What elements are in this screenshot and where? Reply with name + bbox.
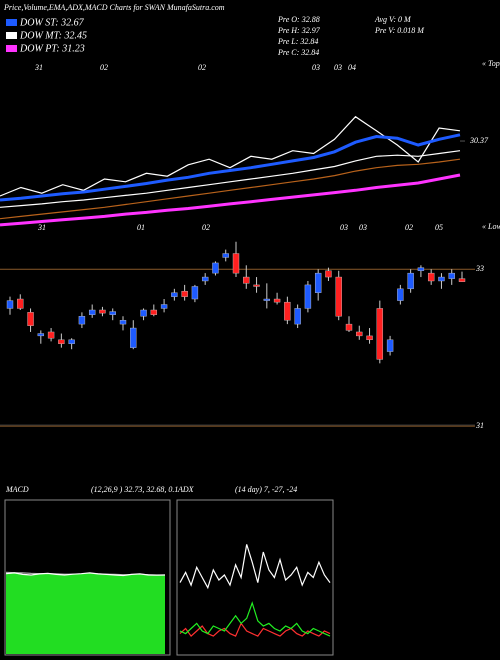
candle-body: [119, 319, 127, 325]
candle-body: [27, 312, 34, 326]
candle-body: [99, 309, 106, 314]
prev: Pre C: 32.84: [277, 48, 319, 57]
candle-body: [407, 272, 414, 290]
candle-body: [181, 290, 188, 297]
date: 03: [359, 223, 367, 232]
date: 02: [100, 63, 108, 72]
page-title: Price,Volume,EMA,ADX,MACD Charts for SWA…: [3, 3, 225, 12]
area: [6, 572, 165, 654]
candle-body: [222, 253, 229, 258]
y-tick-label: 31: [475, 421, 484, 430]
candle-body: [201, 276, 209, 282]
candle-body: [335, 276, 342, 317]
candle-body: [47, 331, 55, 339]
date: 03: [312, 63, 320, 72]
date: 04: [348, 63, 356, 72]
tops: « Tops: [482, 59, 500, 68]
candle-body: [232, 253, 240, 274]
candle-body: [376, 308, 384, 360]
candle-body: [17, 298, 24, 309]
date: 31: [37, 223, 46, 232]
series-line: [0, 173, 461, 227]
candle-body: [243, 276, 250, 284]
candle-body: [284, 301, 291, 321]
candle-body: [294, 308, 301, 325]
legend-st: DOW ST: 32.67: [19, 17, 85, 28]
legend-swatch: [6, 19, 17, 26]
candle-body: [263, 298, 271, 301]
legend-swatch: [6, 45, 17, 52]
date: 31: [34, 63, 43, 72]
candle-body: [78, 316, 86, 325]
candle-body: [417, 267, 425, 271]
date: 03: [334, 63, 342, 72]
candle-body: [345, 323, 353, 331]
legend-mt: DOW MT: 32.45: [19, 30, 87, 41]
candle-body: [253, 284, 260, 287]
y-tick-label: 30.37: [469, 136, 489, 145]
prev: Pre O: 32.88: [277, 15, 320, 24]
y-tick-label: 33: [475, 264, 484, 273]
date: 02: [198, 63, 206, 72]
adx-panel: [176, 499, 334, 656]
candle-body: [6, 300, 14, 309]
volume: Avg V: 0 M: [374, 15, 412, 24]
candle-body: [58, 339, 65, 344]
candle-body: [366, 335, 373, 341]
date: 02: [202, 223, 210, 232]
series-line: [0, 115, 461, 197]
date: 05: [435, 223, 443, 232]
legend-swatch: [6, 32, 17, 39]
candle-body: [397, 288, 404, 301]
candle-body: [448, 272, 455, 279]
candle-body: [88, 309, 96, 315]
candle-body: [314, 272, 322, 293]
candle-body: [356, 331, 363, 337]
panel-subtitle: (12,26,9 ) 32.73, 32.68, 0.1: [91, 485, 178, 494]
candle-body: [304, 284, 312, 309]
candle-body: [150, 309, 158, 315]
date: 01: [137, 223, 145, 232]
candle-body: [386, 339, 394, 352]
candle-body: [212, 262, 219, 274]
legend-pt: DOW PT: 31.23: [19, 43, 85, 54]
prev: Pre L: 32.84: [277, 37, 318, 46]
candle-body: [427, 272, 435, 282]
candle-body: [37, 333, 45, 337]
candle-body: [191, 286, 199, 300]
panel-title: ADX: [177, 485, 195, 494]
candle-body: [458, 278, 466, 282]
candle-body: [140, 309, 147, 317]
series-line: [179, 601, 331, 637]
candle-body: [438, 276, 445, 282]
series-line: [5, 572, 166, 577]
series-line: [0, 158, 461, 220]
volume: Pre V: 0.018 M: [374, 26, 425, 35]
candle-body: [109, 311, 116, 315]
candle-body: [160, 304, 168, 309]
candle-body: [325, 270, 332, 278]
series-line: [179, 622, 331, 637]
panel-subtitle: (14 day) 7, -27, -24: [235, 485, 297, 494]
lows: « Lows: [482, 222, 500, 231]
date: 02: [405, 223, 413, 232]
candle-body: [171, 292, 178, 297]
series-line: [0, 133, 461, 202]
series-line: [179, 544, 331, 590]
candle-body: [130, 327, 137, 348]
series-line: [0, 150, 461, 208]
candle-body: [68, 339, 75, 344]
date: 03: [340, 223, 348, 232]
macd-panel: [4, 499, 171, 656]
panel-title: MACD: [5, 485, 29, 494]
candle-body: [273, 298, 281, 303]
prev: Pre H: 32.97: [277, 26, 321, 35]
